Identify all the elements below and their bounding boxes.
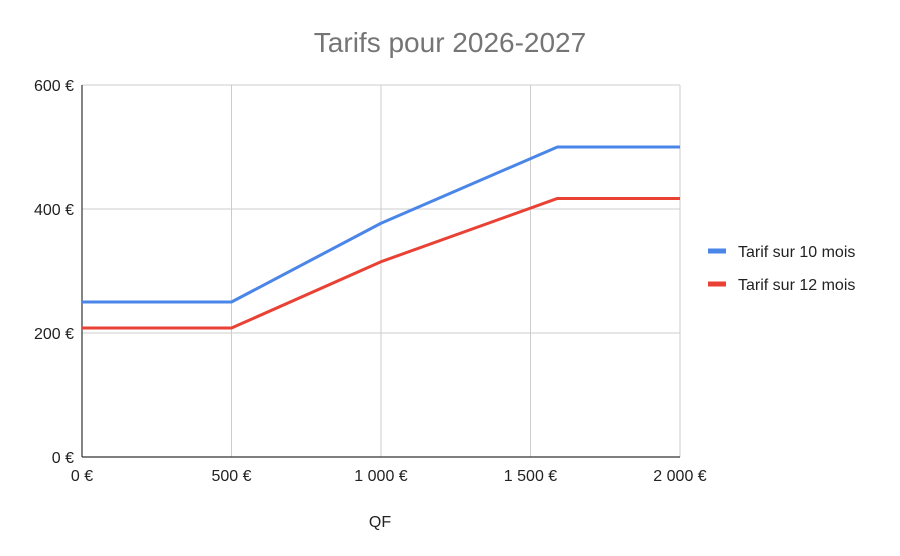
legend: Tarif sur 10 mois Tarif sur 12 mois — [708, 244, 855, 294]
y-tick-label: 600 € — [34, 78, 74, 95]
grid — [82, 84, 681, 457]
series-line-2 — [82, 196, 680, 330]
chart-title: Tarifs pour 2026-2027 — [314, 27, 586, 58]
legend-label-1: Tarif sur 10 mois — [738, 244, 855, 261]
x-axis-label: QF — [369, 514, 391, 531]
x-tick-label: 1 500 € — [504, 468, 557, 485]
y-tick-label: 200 € — [34, 326, 74, 343]
axes — [81, 85, 680, 458]
x-tick-label: 2 000 € — [653, 468, 706, 485]
y-tick-label: 400 € — [34, 202, 74, 219]
tick-labels: 0 € 200 € 400 € 600 € 0 € 500 € 1 000 € 1 500 €… — [34, 78, 707, 485]
series-lines — [82, 145, 680, 330]
y-tick-label: 0 € — [52, 450, 74, 467]
x-tick-label: 500 € — [211, 468, 251, 485]
series-line-1 — [82, 145, 680, 304]
x-tick-label: 0 € — [71, 468, 93, 485]
x-tick-label: 1 000 € — [354, 468, 407, 485]
legend-label-2: Tarif sur 12 mois — [738, 277, 855, 294]
